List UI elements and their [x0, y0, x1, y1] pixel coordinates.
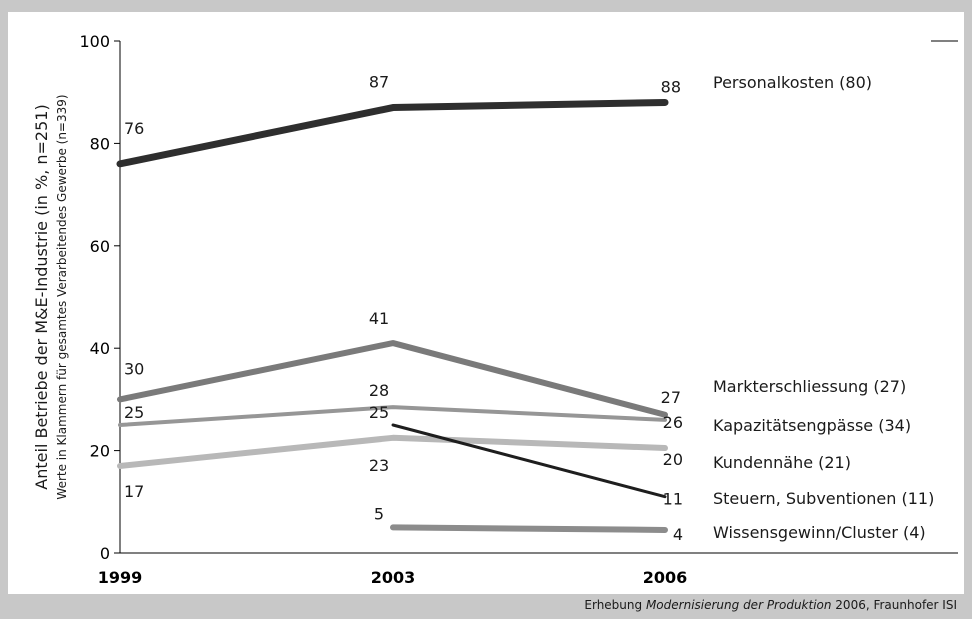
series-name-label: Personalkosten (80)	[713, 73, 872, 92]
source-note: Erhebung Modernisierung der Produktion 2…	[584, 598, 957, 612]
series-name-label: Markterschliessung (27)	[713, 377, 906, 396]
series-name-label: Wissensgewinn/Cluster (4)	[713, 523, 926, 542]
series-name-label: Steuern, Subventionen (11)	[713, 489, 934, 508]
data-label: 11	[663, 490, 683, 509]
data-label: 76	[124, 119, 144, 138]
series-line	[390, 524, 668, 533]
series-line	[117, 434, 668, 469]
data-label: 4	[673, 525, 683, 544]
series-lines	[116, 98, 669, 533]
data-labels: 76 87 88 30 41 27 25 28 26 17 23 20 25 11 5 4	[124, 73, 683, 544]
series-line	[116, 98, 669, 168]
series-name-label: Kapazitätsengpässe (34)	[713, 416, 911, 435]
y-axis-title: Anteil Betriebe der M&E-Industrie (in %,…	[32, 104, 51, 489]
y-tick-label: 80	[90, 134, 110, 153]
data-label: 41	[369, 309, 389, 328]
series-line	[117, 340, 668, 418]
y-tick-label: 60	[90, 237, 110, 256]
data-label: 26	[663, 413, 683, 432]
data-label: 25	[369, 403, 389, 422]
data-label: 27	[661, 388, 681, 407]
data-label: 25	[124, 403, 144, 422]
data-label: 5	[374, 504, 384, 523]
y-tick-label: 20	[90, 442, 110, 461]
data-label: 23	[369, 456, 389, 475]
x-tick-label: 1999	[98, 568, 143, 587]
series-name-label: Kundennähe (21)	[713, 453, 851, 472]
data-label: 17	[124, 482, 144, 501]
source-prefix: Erhebung	[584, 598, 646, 612]
y-axis-subtitle: Werte in Klammern für gesamtes Verarbeit…	[55, 94, 69, 499]
header-band	[0, 0, 972, 12]
data-label: 28	[369, 381, 389, 400]
y-tick-label: 100	[79, 32, 110, 51]
x-tick-label: 2006	[643, 568, 688, 587]
y-tick-label: 40	[90, 339, 110, 358]
data-label: 30	[124, 359, 144, 378]
series-line	[118, 405, 667, 427]
y-tick-label: 0	[100, 544, 110, 563]
data-label: 87	[369, 73, 389, 92]
axes: 0 20 40 60 80 100 1999 2003 2006	[79, 32, 687, 587]
series-line	[391, 423, 667, 499]
series-names: Personalkosten (80) Markterschliessung (2…	[713, 73, 934, 542]
data-label: 88	[661, 77, 681, 96]
x-tick-label: 2003	[371, 568, 416, 587]
data-label: 20	[663, 450, 683, 469]
source-title: Modernisierung der Produktion	[646, 598, 832, 612]
source-suffix: 2006, Fraunhofer ISI	[831, 598, 957, 612]
